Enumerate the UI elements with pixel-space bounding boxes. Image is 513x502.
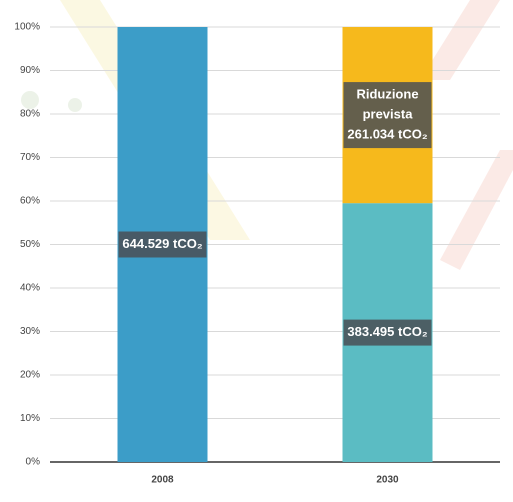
label-box (343, 82, 432, 149)
y-tick-label: 0% (26, 457, 41, 468)
background-decoration (21, 0, 513, 270)
segment-label: prevista (363, 107, 414, 122)
label-box (343, 319, 432, 346)
y-tick-label: 40% (20, 283, 40, 294)
x-tick-label: 2030 (376, 475, 399, 486)
y-tick-label: 70% (20, 152, 40, 163)
y-tick-label: 60% (20, 196, 40, 207)
label-box (118, 231, 207, 258)
y-tick-label: 100% (14, 22, 40, 33)
y-tick-label: 80% (20, 109, 40, 120)
y-tick-label: 30% (20, 326, 40, 337)
segment-label: Riduzione (356, 87, 418, 102)
y-tick-label: 50% (20, 239, 40, 250)
segment-label: 261.034 tCO₂ (347, 127, 427, 142)
y-tick-label: 20% (20, 370, 40, 381)
y-tick-label: 10% (20, 413, 40, 424)
segment-label: 644.529 tCO₂ (122, 236, 202, 251)
x-tick-label: 2008 (151, 475, 174, 486)
segment-label: 383.495 tCO₂ (347, 324, 427, 339)
y-tick-label: 90% (20, 65, 40, 76)
